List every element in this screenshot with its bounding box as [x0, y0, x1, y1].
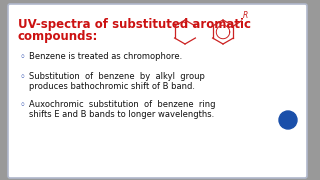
Text: Benzene is treated as chromophore.: Benzene is treated as chromophore.	[29, 52, 182, 61]
Text: Substitution  of  benzene  by  alkyl  group: Substitution of benzene by alkyl group	[29, 72, 205, 81]
Text: compounds:: compounds:	[18, 30, 98, 43]
Text: Auxochromic  substitution  of  benzene  ring: Auxochromic substitution of benzene ring	[29, 100, 215, 109]
Text: ◦: ◦	[20, 52, 26, 62]
Text: R: R	[242, 11, 248, 20]
Text: UV-spectra of substituted aromatic: UV-spectra of substituted aromatic	[18, 18, 251, 31]
Text: shifts E and B bands to longer wavelengths.: shifts E and B bands to longer wavelengt…	[29, 110, 214, 119]
Text: produces bathochromic shift of B band.: produces bathochromic shift of B band.	[29, 82, 195, 91]
FancyBboxPatch shape	[8, 4, 307, 178]
Circle shape	[279, 111, 297, 129]
Text: ◦: ◦	[20, 100, 26, 110]
Text: ◦: ◦	[20, 72, 26, 82]
